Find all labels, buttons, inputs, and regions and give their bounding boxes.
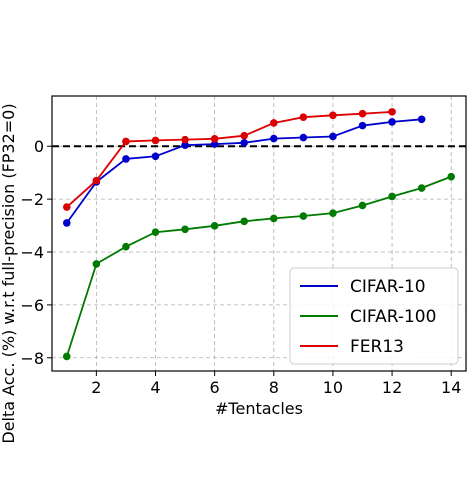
y-tick-label: −4 <box>20 243 44 262</box>
x-tick-label: 10 <box>323 378 343 397</box>
data-point <box>122 242 130 251</box>
y-axis-title: Delta Acc. (%) w.r.t full-precision (FP3… <box>0 103 18 443</box>
data-point <box>122 155 130 163</box>
series-fer13 <box>62 108 396 211</box>
data-point <box>92 260 101 268</box>
data-point <box>269 214 278 223</box>
data-point <box>329 209 337 217</box>
plot-frame <box>51 95 467 372</box>
data-point <box>358 109 367 118</box>
x-tick-label: 14 <box>441 378 461 397</box>
legend-label: CIFAR-10 <box>350 277 426 297</box>
data-point <box>299 133 308 142</box>
data-point <box>329 111 337 120</box>
series-cifar-10 <box>62 115 426 227</box>
legend-label: FER13 <box>350 337 404 357</box>
legend-box <box>289 267 459 365</box>
y-tick-label: 0 <box>34 137 44 156</box>
data-point <box>358 201 367 210</box>
data-point <box>240 139 249 147</box>
data-point <box>388 118 396 126</box>
data-point <box>181 141 189 149</box>
data-point <box>269 134 278 143</box>
data-point <box>181 135 189 144</box>
series-line <box>66 111 393 208</box>
x-axis-title: #Tentacles <box>215 399 303 418</box>
data-point <box>151 152 160 161</box>
series-cifar-100 <box>62 172 456 361</box>
data-point <box>181 225 189 234</box>
legend: CIFAR-10 CIFAR-100 FER13 <box>289 267 459 365</box>
y-tick-label: −6 <box>20 296 44 315</box>
data-point <box>417 115 426 124</box>
data-point <box>269 119 278 127</box>
data-point <box>388 108 396 116</box>
data-point <box>240 217 249 226</box>
x-tick-label: 8 <box>269 378 279 397</box>
data-point <box>417 184 426 192</box>
data-point <box>358 121 367 130</box>
axis-ticks: 2 4 6 8 10 12 14 −8 −6 −4 −2 0 <box>20 137 461 397</box>
series-group <box>62 108 456 361</box>
data-point <box>388 192 396 201</box>
data-point <box>210 135 219 143</box>
data-point <box>151 228 160 236</box>
data-point <box>210 222 219 230</box>
data-point <box>62 219 71 227</box>
data-point <box>329 132 337 141</box>
data-point <box>210 140 219 148</box>
x-tick-label: 2 <box>91 378 101 397</box>
y-tick-label: −2 <box>20 190 44 209</box>
legend-label: CIFAR-100 <box>350 307 436 327</box>
data-point <box>299 113 308 121</box>
x-tick-label: 4 <box>150 378 160 397</box>
data-point <box>151 136 160 145</box>
data-point <box>122 137 130 146</box>
data-point <box>62 352 71 361</box>
data-point <box>240 131 249 140</box>
series-line <box>65 175 452 357</box>
data-point <box>62 203 71 211</box>
data-point <box>447 172 456 181</box>
x-tick-label: 12 <box>382 378 402 397</box>
data-point <box>299 212 308 220</box>
y-tick-label: −8 <box>20 349 44 368</box>
data-point <box>92 176 101 185</box>
x-tick-label: 6 <box>210 378 220 397</box>
